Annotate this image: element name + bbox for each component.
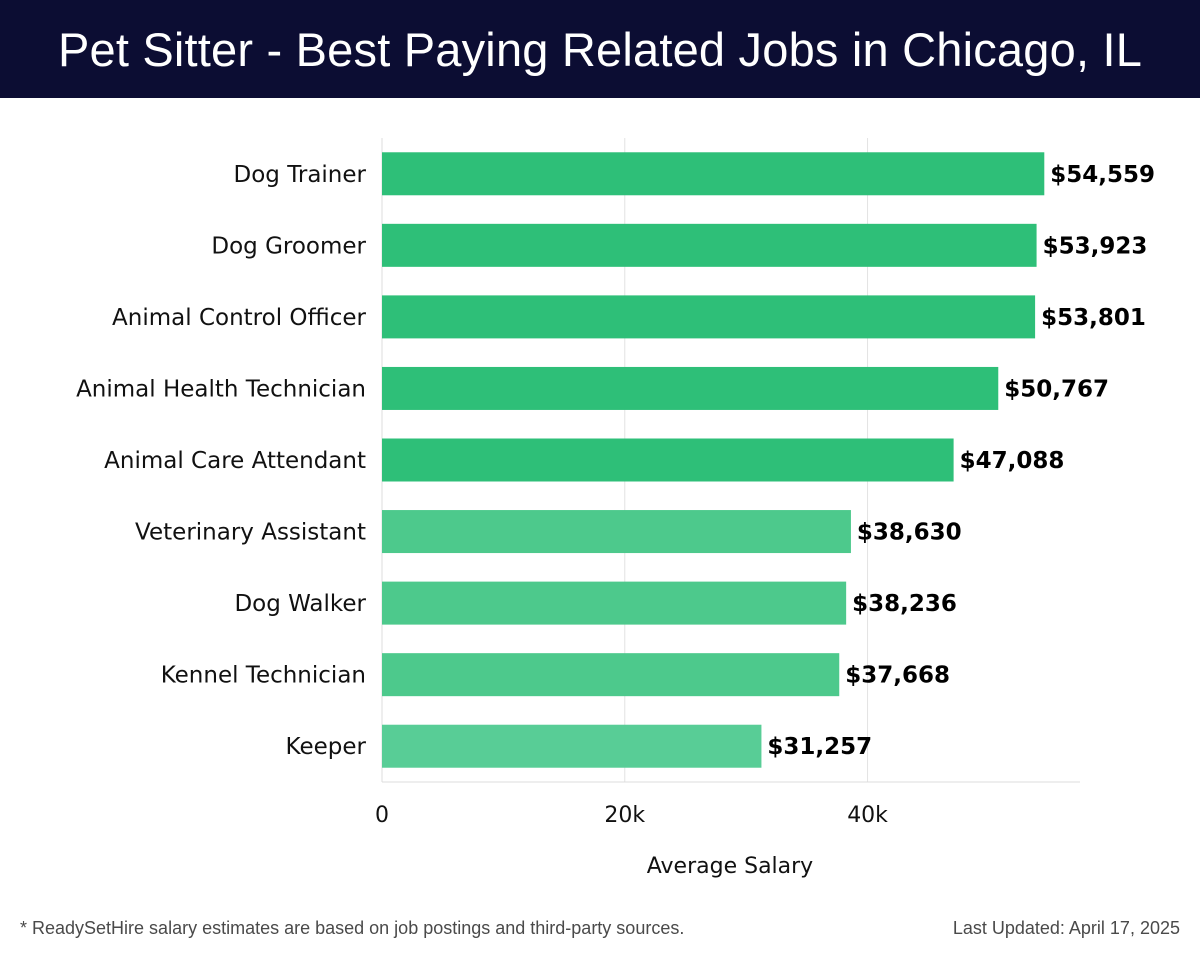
bar-6: [382, 510, 851, 554]
value-label-7: $38,236: [852, 591, 957, 617]
x-tick-label-2: 40k: [847, 803, 888, 828]
value-label-6: $38,630: [857, 520, 962, 546]
x-axis-title: Average Salary: [647, 854, 813, 879]
value-label-9: $31,257: [767, 734, 872, 760]
category-label-9: Keeper: [286, 734, 367, 760]
category-label-7: Dog Walker: [234, 591, 366, 617]
value-label-2: $53,923: [1043, 233, 1148, 259]
category-label-4: Animal Health Technician: [76, 376, 366, 402]
x-tick-label-1: 20k: [604, 803, 645, 828]
bar-5: [382, 438, 954, 482]
category-label-3: Animal Control Officer: [112, 305, 366, 331]
category-label-8: Kennel Technician: [161, 663, 366, 689]
bar-9: [382, 724, 762, 768]
category-label-5: Animal Care Attendant: [104, 448, 366, 474]
value-label-4: $50,767: [1004, 376, 1109, 402]
bar-3: [382, 295, 1036, 339]
bar-7: [382, 581, 847, 625]
chart-header: Pet Sitter - Best Paying Related Jobs in…: [0, 0, 1200, 98]
x-tick-label-0: 0: [375, 803, 389, 828]
bar-8: [382, 653, 840, 697]
value-label-1: $54,559: [1050, 162, 1155, 188]
chart-title: Pet Sitter - Best Paying Related Jobs in…: [57, 22, 1143, 76]
source-footnote: * ReadySetHire salary estimates are base…: [20, 918, 685, 938]
bar-1: [382, 152, 1045, 196]
value-label-8: $37,668: [845, 663, 950, 689]
category-label-6: Veterinary Assistant: [135, 520, 366, 546]
bar-4: [382, 366, 999, 410]
bar-2: [382, 223, 1037, 267]
category-label-1: Dog Trainer: [234, 162, 367, 188]
last-updated: Last Updated: April 17, 2025: [952, 918, 1180, 938]
value-label-5: $47,088: [960, 448, 1065, 474]
value-label-3: $53,801: [1041, 305, 1146, 331]
category-label-2: Dog Groomer: [211, 233, 366, 259]
